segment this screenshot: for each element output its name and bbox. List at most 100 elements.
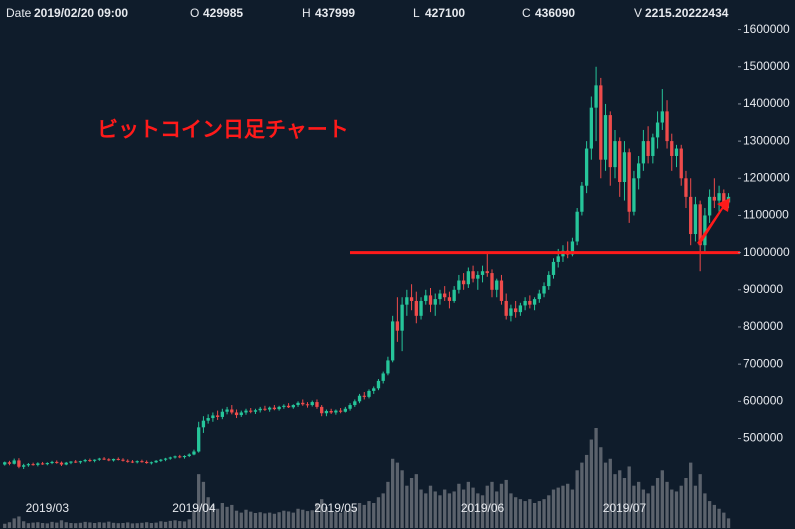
volume-bar: [59, 520, 64, 528]
open-label: O: [190, 6, 199, 20]
volume-bar: [438, 495, 442, 528]
candle-body: [149, 462, 154, 464]
candle-body: [338, 410, 343, 412]
volume-bar: [64, 522, 68, 528]
volume-bar: [532, 503, 537, 528]
low-label: L: [413, 6, 420, 20]
volume-bar: [409, 478, 414, 528]
volume-bar: [660, 470, 664, 528]
candle-body: [234, 412, 239, 416]
candle-body: [45, 463, 49, 465]
volume-bar: [419, 489, 423, 528]
volume-bar: [679, 485, 683, 528]
candle-body: [225, 409, 229, 412]
candle-body: [395, 321, 400, 331]
volume-bar: [83, 521, 87, 528]
volume-bar: [528, 499, 532, 528]
volume-bar: [320, 499, 324, 528]
high-label: H: [302, 6, 311, 20]
volume-bar: [726, 518, 731, 528]
volume-bar: [513, 497, 518, 528]
candle-body: [433, 299, 437, 305]
candle-body: [509, 308, 513, 316]
volume-bar: [45, 523, 49, 528]
candle-body: [622, 152, 627, 182]
close-label: C: [522, 6, 531, 20]
volume-bar: [135, 523, 139, 528]
candle-body: [244, 410, 248, 413]
candle-body: [301, 402, 305, 405]
volume-bar: [211, 504, 215, 528]
candle-body: [144, 461, 149, 464]
volume-bar: [504, 479, 508, 528]
candle-body: [201, 420, 206, 428]
candle-body: [36, 463, 40, 465]
volume-bar: [55, 522, 59, 528]
volume-bar: [305, 511, 310, 528]
volume-bar: [301, 509, 305, 528]
candle-body: [367, 390, 371, 397]
annotation-title: ビットコイン日足チャート: [97, 119, 349, 142]
candle-body: [485, 271, 489, 274]
date-label: Date: [6, 6, 32, 20]
volume-bar: [40, 523, 45, 528]
volume-bar: [561, 485, 565, 528]
candle-body: [97, 458, 102, 460]
volume-bar: [197, 474, 201, 528]
volume-bar: [74, 523, 78, 528]
volume-bar: [36, 522, 40, 528]
y-tick-label: 1400000: [743, 96, 790, 110]
candle-body: [272, 407, 277, 410]
volume-bar: [277, 512, 281, 528]
candle-body: [689, 196, 693, 235]
y-tick-label: 1500000: [743, 59, 790, 73]
candle-body: [102, 458, 106, 460]
candle-layer: [3, 66, 731, 469]
volume-bar: [570, 489, 575, 528]
volume-bar: [622, 478, 627, 528]
candle-body: [376, 380, 381, 389]
volume-layer: [3, 428, 731, 528]
volume-bar: [613, 474, 617, 528]
candle-body: [717, 193, 721, 201]
candle-body: [390, 321, 395, 361]
volume-bar: [424, 493, 428, 528]
candle-body: [372, 388, 376, 391]
volume-bar: [267, 512, 272, 528]
candle-body: [286, 405, 291, 408]
volume-bar: [263, 513, 267, 528]
volume-bar: [452, 491, 456, 528]
volume-bar: [291, 512, 295, 528]
volume-bar: [253, 513, 258, 528]
volume-bar: [230, 504, 234, 528]
candle-body: [7, 462, 12, 464]
volume-bar: [163, 521, 168, 528]
volume-bar: [69, 523, 73, 528]
volume-bar: [495, 491, 499, 528]
candle-body: [532, 299, 537, 305]
volume-bar: [372, 503, 376, 528]
candle-body: [424, 295, 428, 301]
candle-body: [570, 241, 575, 255]
candle-body: [83, 460, 87, 462]
candle-body: [121, 459, 125, 461]
volume-bar: [641, 489, 646, 528]
volume-bar: [149, 523, 154, 528]
volume-bar: [447, 493, 452, 528]
candle-body: [693, 204, 698, 235]
candle-body: [348, 405, 352, 409]
volume-bar: [324, 506, 329, 528]
open-value: 429985: [203, 6, 243, 20]
candle-body: [31, 464, 35, 466]
y-tick-label: 700000: [743, 356, 783, 370]
candle-body: [173, 456, 177, 458]
candle-body: [88, 460, 92, 462]
candle-body: [130, 461, 135, 463]
candle-body: [267, 407, 272, 410]
volume-bar: [17, 516, 21, 528]
volume-bar: [480, 495, 485, 528]
candle-body: [154, 460, 158, 463]
candle-body: [646, 141, 650, 156]
volume-bar: [192, 510, 196, 528]
